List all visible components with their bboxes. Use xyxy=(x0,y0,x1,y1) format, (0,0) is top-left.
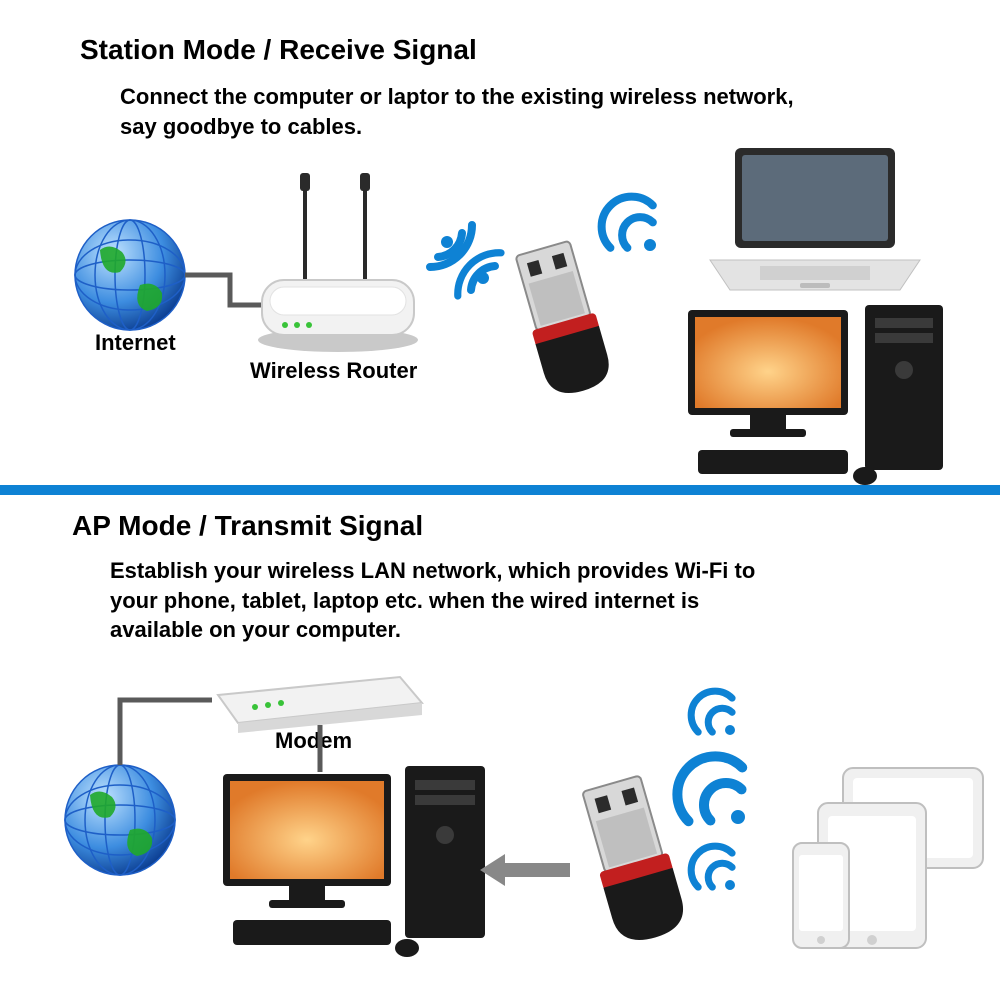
infographic-root: Station Mode / Receive Signal Connect th… xyxy=(0,0,1000,1000)
desktop-pc-icon xyxy=(215,760,495,960)
devices-icon xyxy=(788,758,988,958)
usb-dongle-icon xyxy=(565,770,705,950)
wifi-icon xyxy=(718,835,780,897)
wifi-icon xyxy=(718,680,780,742)
arrow-left-icon xyxy=(480,850,570,890)
